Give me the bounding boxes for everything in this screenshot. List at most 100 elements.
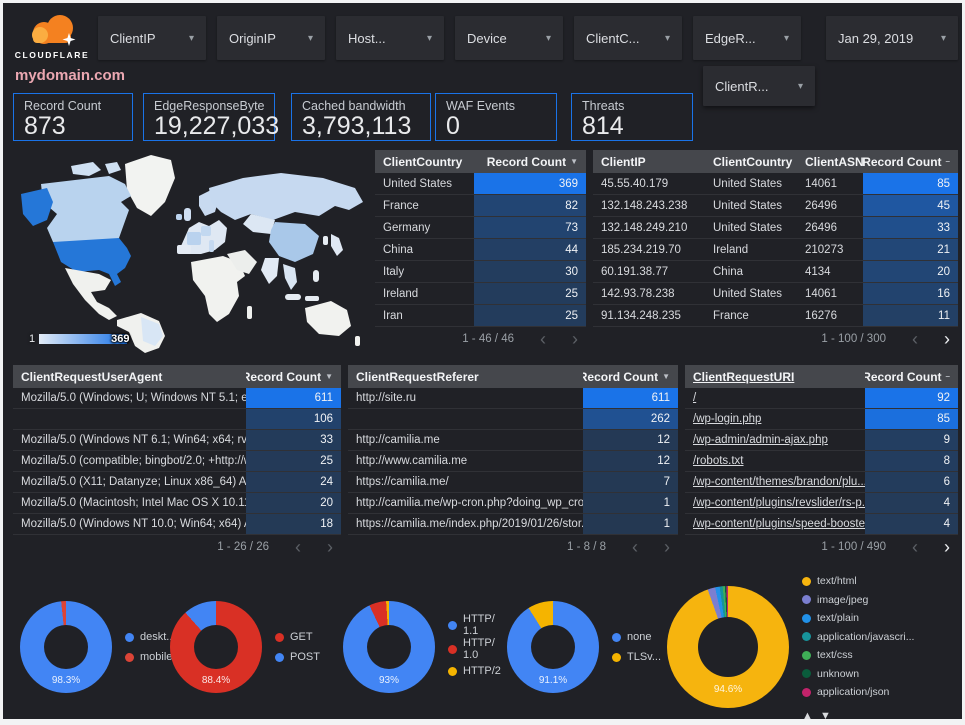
legend-label: POST bbox=[290, 651, 320, 663]
table-row: United States 369 bbox=[375, 173, 586, 195]
chevron-down-icon: ▾ bbox=[664, 32, 670, 44]
table-row: China 44 bbox=[375, 239, 586, 261]
column-header[interactable]: Record Count – bbox=[865, 369, 950, 384]
column-header[interactable]: Record Count ▼ bbox=[486, 154, 578, 169]
chevron-down-icon: ▾ bbox=[783, 32, 789, 44]
legend-item: GET bbox=[275, 627, 320, 647]
table-cell: Germany bbox=[383, 221, 431, 234]
pager-prev-icon[interactable]: ‹ bbox=[295, 537, 301, 557]
world-map-chart[interactable]: 1 369 bbox=[13, 150, 371, 355]
filter-chip-clientc[interactable]: ClientC... ▾ bbox=[574, 16, 682, 60]
legend-item: none bbox=[612, 627, 661, 647]
column-header[interactable]: ClientRequestUserAgent bbox=[21, 369, 163, 384]
table-cell: 4134 bbox=[805, 265, 831, 278]
record-count-bar-cell: 1 bbox=[583, 493, 678, 513]
pager-prev-icon[interactable]: ‹ bbox=[912, 537, 918, 557]
table-cell: United States bbox=[713, 199, 783, 212]
table-row: /wp-content/plugins/revslider/rs-p... 4 bbox=[685, 493, 958, 514]
legend-dot-icon bbox=[275, 632, 284, 642]
table-cell: https://camilia.me/ bbox=[356, 476, 449, 488]
table-cell: http://camilia.me/wp-cron.php?doing_wp_c… bbox=[356, 497, 583, 509]
filter-chip-originip[interactable]: OriginIP ▾ bbox=[217, 16, 325, 60]
chart-content-type[interactable]: 94.6% text/html image/jpeg text/plain appli… bbox=[667, 573, 914, 719]
legend-label: text/html bbox=[817, 575, 857, 587]
pager-prev-icon[interactable]: ‹ bbox=[540, 329, 546, 349]
legend-min: 1 bbox=[29, 333, 36, 345]
legend-label: GET bbox=[290, 631, 313, 643]
table-cell: 132.148.249.210 bbox=[601, 221, 688, 234]
table-cell: /wp-content/plugins/speed-booste... bbox=[693, 518, 865, 530]
legend-label: application/json bbox=[817, 686, 890, 698]
table-header: ClientCountry Record Count ▼ bbox=[375, 150, 586, 173]
legend-item: text/html bbox=[802, 572, 914, 591]
column-header[interactable]: ClientIP bbox=[601, 154, 646, 169]
table-cell: Mozilla/5.0 (Windows NT 6.1; Win64; x64;… bbox=[21, 434, 246, 446]
chart-device-type[interactable]: 98.3% deskt... mobile bbox=[20, 573, 175, 719]
donut-legend: HTTP/ 1.1 HTTP/ 1.0 HTTP/2 bbox=[448, 613, 501, 681]
chart-http-method[interactable]: 88.4% GET POST bbox=[170, 573, 320, 719]
table-row: France 82 bbox=[375, 195, 586, 217]
column-header[interactable]: Record Count ▼ bbox=[246, 369, 333, 384]
scorecard-value: 0 bbox=[446, 112, 460, 140]
pager-next-icon[interactable]: › bbox=[664, 537, 670, 557]
table-cell: 26496 bbox=[805, 221, 837, 234]
date-range-label: Jan 29, 2019 bbox=[838, 30, 914, 46]
table-cell: /wp-content/themes/brandon/plu... bbox=[693, 476, 865, 488]
table-row: 45.55.40.179 United States 14061 85 bbox=[593, 173, 958, 195]
filter-chip-host[interactable]: Host... ▾ bbox=[336, 16, 444, 60]
donut-hole bbox=[44, 625, 88, 669]
table-cell: 14061 bbox=[805, 177, 837, 190]
donut-percent-label: 91.1% bbox=[538, 675, 568, 686]
table-row: http://www.camilia.me 12 bbox=[348, 451, 678, 472]
column-header[interactable]: ClientCountry bbox=[383, 154, 463, 169]
table-cell: 91.134.248.235 bbox=[601, 309, 681, 322]
column-header[interactable]: ClientRequestURI bbox=[693, 369, 795, 384]
filter-label: ClientR... bbox=[715, 78, 769, 94]
legend-item: TLSv... bbox=[612, 647, 661, 667]
legend-dot-icon bbox=[275, 652, 284, 662]
table-row: http://site.ru 611 bbox=[348, 388, 678, 409]
pager-prev-icon[interactable]: ‹ bbox=[632, 537, 638, 557]
pagination: 1 - 100 / 490 ‹ › bbox=[685, 535, 958, 559]
donut-device-type: 98.3% bbox=[20, 601, 112, 693]
record-count-bar-cell: 16 bbox=[863, 283, 958, 304]
column-header[interactable]: Record Count ▼ bbox=[583, 369, 670, 384]
table-row: Germany 73 bbox=[375, 217, 586, 239]
record-count-bar-cell: 85 bbox=[865, 409, 958, 429]
legend-sort-arrows[interactable]: ▲ ▼ bbox=[802, 710, 833, 719]
column-header[interactable]: ClientRequestReferer bbox=[356, 369, 479, 384]
record-count-bar-cell: 25 bbox=[474, 305, 586, 326]
pager-prev-icon[interactable]: ‹ bbox=[912, 329, 918, 349]
pager-next-icon[interactable]: › bbox=[572, 329, 578, 349]
column-header[interactable]: ClientASN bbox=[805, 154, 863, 169]
column-header[interactable]: Record Count – bbox=[863, 154, 950, 169]
pager-next-icon[interactable]: › bbox=[944, 537, 950, 557]
legend-dot-icon bbox=[612, 652, 621, 662]
table-cell: 45.55.40.179 bbox=[601, 177, 669, 190]
pager-next-icon[interactable]: › bbox=[944, 329, 950, 349]
legend-item: unknown bbox=[802, 664, 914, 683]
record-count-bar-cell: 611 bbox=[246, 388, 341, 408]
date-range-filter[interactable]: Jan 29, 2019 ▾ bbox=[826, 16, 958, 60]
column-header[interactable]: ClientCountry bbox=[713, 154, 793, 169]
scorecard-value: 814 bbox=[582, 112, 624, 140]
donut-percent-label: 88.4% bbox=[201, 675, 231, 686]
sort-indicator-icon: – bbox=[945, 157, 950, 166]
table-cell: 185.234.219.70 bbox=[601, 243, 681, 256]
filter-chip-device[interactable]: Device ▾ bbox=[455, 16, 563, 60]
record-count-bar-cell: 262 bbox=[583, 409, 678, 429]
table-cell: /wp-admin/admin-ajax.php bbox=[693, 434, 828, 446]
chart-tls-version[interactable]: 91.1% none TLSv... bbox=[507, 573, 661, 719]
filter-chip-edger[interactable]: EdgeR... ▾ bbox=[693, 16, 801, 60]
record-count-bar-cell: 8 bbox=[865, 451, 958, 471]
table-header: ClientIP ClientCountry ClientASN Record Cou… bbox=[593, 150, 958, 173]
filter-chip-clientrequest[interactable]: ClientR... ▾ bbox=[703, 66, 815, 106]
record-count-bar-cell: 92 bbox=[865, 388, 958, 408]
pagination: 1 - 8 / 8 ‹ › bbox=[348, 535, 678, 559]
scorecard-threats: Threats 814 bbox=[571, 93, 693, 141]
pagination-range: 1 - 8 / 8 bbox=[567, 541, 606, 553]
filter-chip-clientip[interactable]: ClientIP ▾ bbox=[98, 16, 206, 60]
legend-gradient-bar bbox=[39, 334, 128, 344]
chart-http-version[interactable]: 93% HTTP/ 1.1 HTTP/ 1.0 HTTP/2 bbox=[343, 573, 501, 719]
pager-next-icon[interactable]: › bbox=[327, 537, 333, 557]
